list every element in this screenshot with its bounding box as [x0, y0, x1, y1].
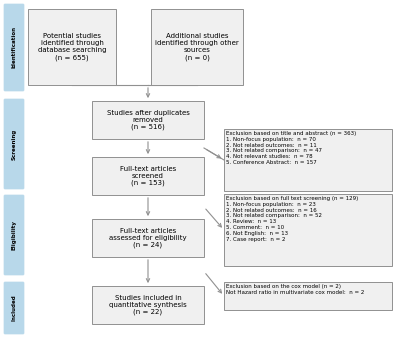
FancyBboxPatch shape [28, 9, 116, 85]
Text: Exclusion based on full text screening (n = 129)
1. Non-focus population:  n = 2: Exclusion based on full text screening (… [226, 196, 358, 242]
Text: Screening: Screening [12, 128, 16, 160]
Text: Full-text articles
screened
(n = 153): Full-text articles screened (n = 153) [120, 166, 176, 186]
FancyBboxPatch shape [4, 282, 24, 334]
Text: Exclusion based on title and abstract (n = 363)
1. Non-focus population:  n = 70: Exclusion based on title and abstract (n… [226, 131, 356, 165]
FancyBboxPatch shape [151, 9, 243, 85]
FancyBboxPatch shape [224, 194, 392, 266]
Text: Identification: Identification [12, 26, 16, 69]
FancyBboxPatch shape [92, 286, 204, 324]
Text: Studies included in
quantitative synthesis
(n = 22): Studies included in quantitative synthes… [109, 295, 187, 315]
Text: Full-text articles
assessed for eligibility
(n = 24): Full-text articles assessed for eligibil… [109, 228, 187, 248]
Text: Eligibility: Eligibility [12, 220, 16, 250]
FancyBboxPatch shape [4, 99, 24, 189]
Text: Exclusion based on the cox model (n = 2)
Not Hazard ratio in multivariate cox mo: Exclusion based on the cox model (n = 2)… [226, 284, 364, 295]
FancyBboxPatch shape [92, 219, 204, 257]
FancyBboxPatch shape [4, 195, 24, 275]
FancyBboxPatch shape [224, 129, 392, 191]
Text: Studies after duplicates
removed
(n = 516): Studies after duplicates removed (n = 51… [106, 110, 190, 130]
FancyBboxPatch shape [92, 157, 204, 195]
Text: Additional studies
identified through other
sources
(n = 0): Additional studies identified through ot… [155, 33, 239, 61]
FancyBboxPatch shape [4, 4, 24, 91]
FancyBboxPatch shape [92, 101, 204, 139]
Text: Included: Included [12, 295, 16, 321]
FancyBboxPatch shape [224, 282, 392, 310]
Text: Potential studies
identified through
database searching
(n = 655): Potential studies identified through dat… [38, 33, 106, 61]
